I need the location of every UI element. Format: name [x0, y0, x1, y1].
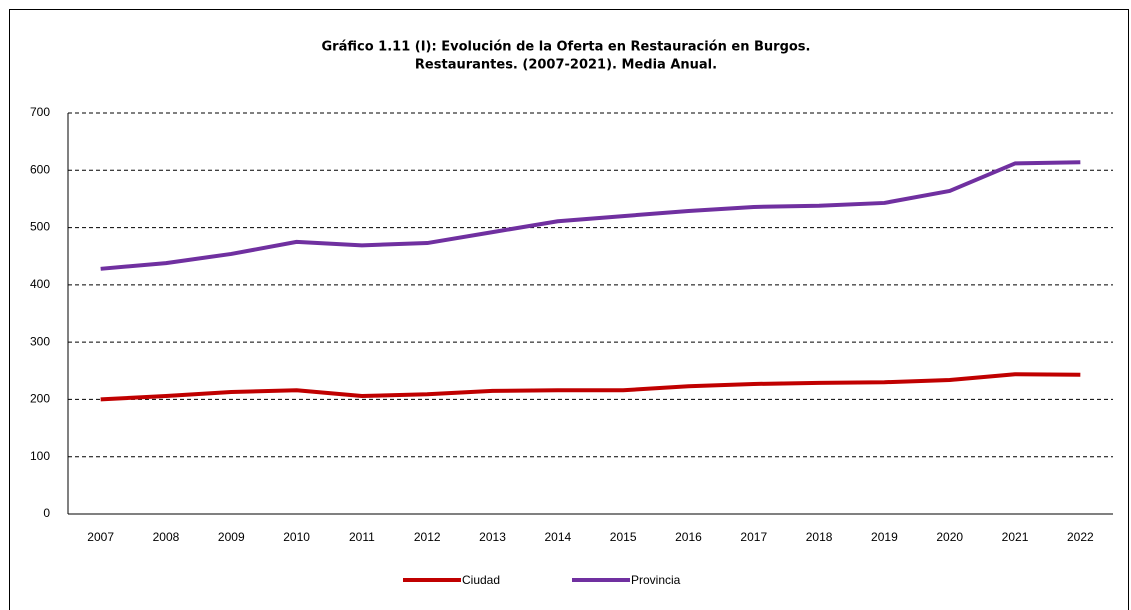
x-tick-label: 2007 — [87, 530, 114, 544]
x-tick-label: 2020 — [936, 530, 963, 544]
x-tick-label: 2017 — [740, 530, 767, 544]
line-series — [100, 160, 1081, 271]
x-tick-label: 2022 — [1067, 530, 1094, 544]
y-tick-label: 100 — [30, 449, 50, 463]
x-tick-label: 2013 — [479, 530, 506, 544]
x-tick-label: 2019 — [871, 530, 898, 544]
y-tick-label: 400 — [30, 277, 50, 291]
chart-title: Gráfico 1.11 (I): Evolución de la Oferta… — [322, 40, 811, 55]
legend-label: Provincia — [631, 573, 681, 587]
line-series — [100, 372, 1081, 402]
x-tick-label: 2016 — [675, 530, 702, 544]
chart-title: Restaurantes. (2007-2021). Media Anual. — [415, 58, 717, 73]
x-tick-label: 2018 — [806, 530, 833, 544]
x-tick-label: 2011 — [349, 530, 375, 544]
y-tick-label: 0 — [43, 506, 50, 520]
x-tick-label: 2010 — [283, 530, 310, 544]
y-tick-label: 600 — [30, 162, 50, 176]
y-tick-label: 200 — [30, 392, 50, 406]
x-tick-label: 2014 — [544, 530, 571, 544]
y-tick-label: 700 — [30, 105, 50, 119]
x-tick-label: 2009 — [218, 530, 245, 544]
x-tick-label: 2008 — [153, 530, 180, 544]
x-tick-label: 2015 — [610, 530, 637, 544]
x-tick-label: 2021 — [1002, 530, 1029, 544]
y-tick-label: 500 — [30, 220, 50, 234]
frame — [9, 9, 1129, 610]
legend-label: Ciudad — [462, 573, 500, 587]
y-tick-label: 300 — [30, 334, 50, 348]
x-tick-label: 2012 — [414, 530, 441, 544]
